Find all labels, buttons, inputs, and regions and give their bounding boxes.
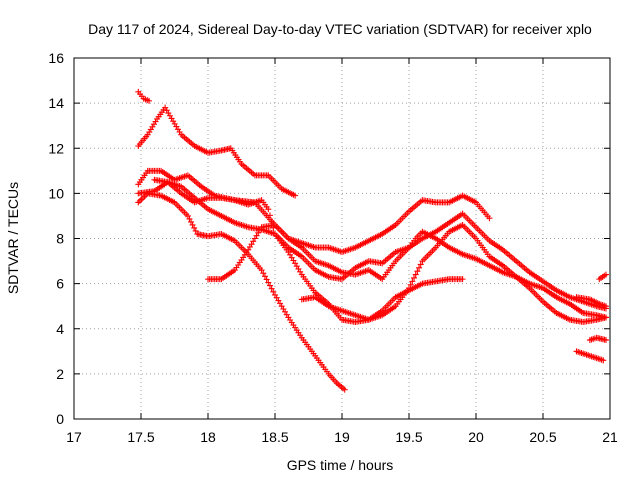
y-tick-label: 6 — [56, 276, 64, 292]
series-trace-2 — [135, 104, 299, 199]
plus-marker — [265, 279, 272, 286]
plus-marker — [414, 268, 421, 275]
plus-marker — [407, 281, 414, 288]
plot-frame — [73, 57, 611, 420]
plus-marker — [270, 288, 277, 295]
plus-marker — [146, 97, 153, 104]
plus-marker — [263, 276, 270, 283]
plus-marker — [265, 206, 272, 213]
plus-marker — [270, 224, 277, 231]
x-tick-label: 20.5 — [529, 429, 556, 445]
plus-marker — [189, 221, 196, 228]
plus-marker — [268, 218, 275, 225]
plus-marker — [266, 212, 273, 219]
plus-marker — [268, 285, 275, 292]
x-tick-label: 20 — [468, 429, 484, 445]
plus-marker — [409, 278, 416, 285]
y-tick-label: 14 — [48, 95, 64, 111]
plus-marker — [602, 303, 609, 310]
y-tick-label: 12 — [48, 140, 64, 156]
plus-marker — [341, 386, 348, 393]
series-trace-5 — [135, 190, 348, 393]
plus-marker — [602, 314, 609, 321]
plus-marker — [600, 357, 607, 364]
x-tick-label: 21 — [602, 429, 618, 445]
series-trace-4 — [135, 179, 609, 312]
plus-marker — [261, 273, 268, 280]
plus-marker — [266, 282, 273, 289]
plus-marker — [602, 337, 609, 344]
plus-marker — [260, 270, 267, 277]
plus-marker — [459, 276, 466, 283]
plus-marker — [417, 261, 424, 268]
y-tick-label: 0 — [56, 411, 64, 427]
series-trace-12 — [573, 294, 609, 310]
grid — [74, 58, 610, 419]
y-tick-label: 8 — [56, 231, 64, 247]
plus-marker — [412, 271, 419, 278]
chart-title: Day 117 of 2024, Sidereal Day-to-day VTE… — [88, 21, 592, 37]
y-axis-label: SDTVAR / TECUs — [5, 182, 21, 294]
series-trace-11 — [596, 271, 609, 283]
series-trace-8 — [298, 221, 609, 325]
plus-marker — [192, 227, 199, 234]
plus-marker — [184, 212, 191, 219]
series-trace-10 — [586, 334, 609, 344]
series-trace-9 — [573, 348, 607, 364]
x-tick-label: 18 — [200, 429, 216, 445]
plus-marker — [416, 264, 423, 271]
plus-marker — [602, 271, 609, 278]
x-tick-label: 19 — [334, 429, 350, 445]
x-tick-label: 18.5 — [261, 429, 288, 445]
y-tick-label: 10 — [48, 185, 64, 201]
plus-marker — [186, 215, 193, 222]
x-tick-label: 17.5 — [127, 429, 154, 445]
x-tick-label: 19.5 — [395, 429, 422, 445]
plus-marker — [486, 215, 493, 222]
x-axis-label: GPS time / hours — [287, 457, 394, 473]
axis-ticks: 17 17.5 18 18.5 19 19.5 20 20.5 21 0 2 4 6 8 10 12 14 16 — [48, 50, 618, 445]
series-trace-1 — [135, 88, 153, 104]
series-trace-6 — [205, 192, 493, 283]
data-marks — [135, 88, 609, 393]
plus-marker — [258, 267, 265, 274]
plus-marker — [292, 192, 299, 199]
plus-marker — [406, 285, 412, 292]
y-tick-label: 16 — [48, 50, 64, 66]
plus-marker — [191, 224, 198, 231]
y-tick-label: 2 — [56, 366, 64, 382]
plus-marker — [188, 218, 195, 225]
x-tick-label: 17 — [66, 429, 82, 445]
plus-marker — [411, 274, 418, 281]
y-tick-label: 4 — [56, 321, 64, 337]
